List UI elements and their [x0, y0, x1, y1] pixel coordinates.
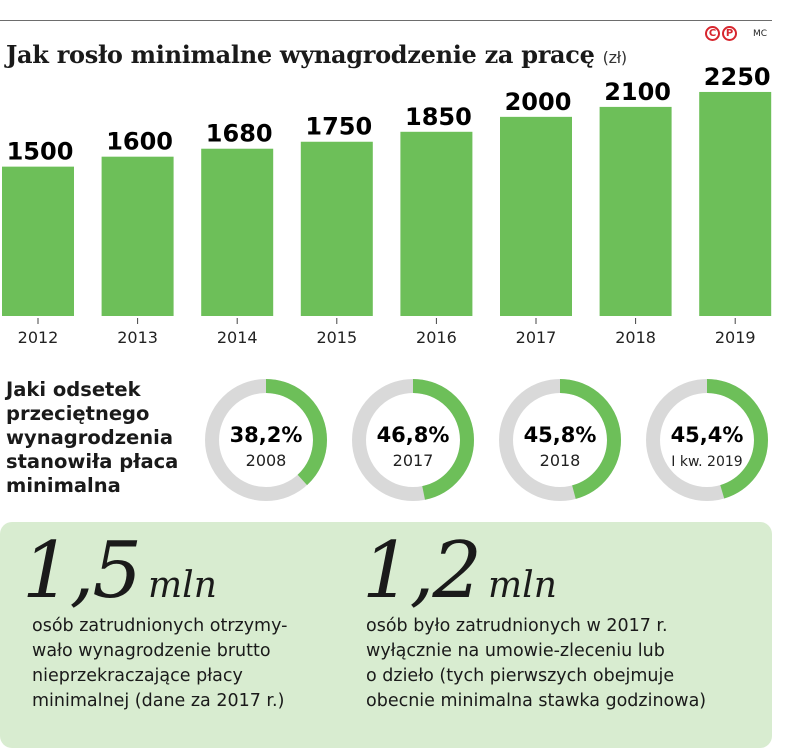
stat-description-line: osób zatrudnionych otrzymy- — [32, 616, 288, 636]
publisher-logos: C P MC — [705, 26, 767, 41]
author-initials: MC — [753, 28, 768, 39]
x-tick-label-2017: 2017 — [516, 328, 557, 347]
bar-2017 — [500, 116, 572, 316]
stat-description-line: wyłącznie na umowie-zleceniu lub — [366, 641, 665, 661]
donut-2: 46,8% 2017 — [352, 379, 474, 501]
stat-1-unit: mln — [148, 565, 217, 606]
stats-panel: 1,5 mln osób zatrudnionych otrzymy-wało w… — [0, 522, 772, 748]
bar-2018 — [599, 106, 672, 316]
top-rule — [0, 20, 772, 21]
bar-label-2012: 1500 — [7, 138, 74, 166]
bar-label-2013: 1600 — [106, 128, 173, 156]
donut-fill — [352, 379, 474, 501]
bar-label-2017: 2000 — [505, 88, 572, 116]
bar-label-2016: 1850 — [405, 103, 472, 131]
bar-2015 — [300, 141, 373, 316]
bar-2012 — [2, 166, 74, 316]
stat-2-unit: mln — [488, 565, 557, 606]
x-tick-label-2014: 2014 — [217, 328, 258, 347]
donut-1: 38,2% 2008 — [205, 379, 327, 501]
stat-2-big: 1,2 mln — [362, 526, 706, 616]
donut-value: 38,2% — [230, 423, 303, 447]
x-tick-label-2016: 2016 — [416, 328, 457, 347]
share-title-line: wynagrodzenia — [6, 426, 173, 449]
x-tick-label-2019: 2019 — [715, 328, 756, 347]
donut-4: 45,4% I kw. 2019 — [646, 379, 768, 501]
donut-year: 2017 — [393, 451, 434, 470]
stat-description-line: wało wynagrodzenie brutto — [32, 641, 271, 661]
x-tick-label-2012: 2012 — [18, 328, 59, 347]
share-title-line: minimalna — [6, 474, 121, 497]
donut-value: 45,8% — [524, 423, 597, 447]
donut-fill — [205, 379, 327, 501]
bar-label-2018: 2100 — [604, 78, 671, 106]
stat-description-line: minimalnej (dane za 2017 r.) — [32, 691, 285, 711]
title-text: Jak rosło minimalne wynagrodzenie za pra… — [6, 40, 595, 69]
donut-year: 2018 — [540, 451, 581, 470]
chart-title: Jak rosło minimalne wynagrodzenie za pra… — [6, 40, 627, 69]
donut-year: I kw. 2019 — [671, 454, 742, 470]
x-tick-label-2018: 2018 — [615, 328, 656, 347]
copyright-p-icon: P — [722, 26, 737, 41]
title-unit: (zł) — [602, 48, 628, 67]
donut-fill — [499, 379, 621, 501]
share-title-line: przeciętnego — [6, 402, 150, 425]
stat-2: 1,2 mln osób było zatrudnionych w 2017 r.… — [362, 522, 706, 714]
stat-description-line: osób było zatrudnionych w 2017 r. — [366, 616, 668, 636]
donut-value: 45,4% — [671, 423, 744, 447]
bar-2014 — [201, 148, 274, 316]
bar-2013 — [101, 156, 174, 316]
stat-1-big: 1,5 mln — [22, 526, 287, 616]
x-tick-label-2015: 2015 — [316, 328, 357, 347]
bar-label-2019: 2250 — [704, 63, 771, 91]
share-title: Jaki odsetek przeciętnego wynagrodzenia sta… — [6, 378, 178, 498]
bar-2019 — [699, 91, 772, 316]
bar-label-2015: 1750 — [305, 113, 372, 141]
share-title-line: stanowiła płaca — [6, 450, 179, 473]
donut-3: 45,8% 2018 — [499, 379, 621, 501]
donut-charts: 38,2% 2008 46,8% 2017 45,8% 2018 45,4% I kw. 20… — [205, 379, 768, 501]
x-tick-label-2013: 2013 — [117, 328, 158, 347]
stat-description-line: o dzieło (tych pierwszych obejmuje — [366, 666, 675, 686]
donut-year: 2008 — [246, 451, 287, 470]
bar-label-2014: 1680 — [206, 120, 273, 148]
stat-description-line: obecnie minimalna stawka godzinowa) — [366, 691, 707, 711]
stat-description-line: nieprzekraczające płacy — [32, 666, 243, 686]
copyright-c-icon: C — [705, 26, 720, 41]
bar-chart: 1500 2012 1600 2013 1680 2014 1750 2015 1850 2016… — [2, 63, 772, 347]
share-title-line: Jaki odsetek — [6, 378, 141, 401]
stat-1-description: osób zatrudnionych otrzymy-wało wynagrod… — [32, 614, 287, 714]
stat-2-number: 1,2 — [362, 526, 482, 616]
donut-fill — [646, 379, 768, 501]
stat-1: 1,5 mln osób zatrudnionych otrzymy-wało w… — [22, 522, 287, 714]
stat-2-description: osób było zatrudnionych w 2017 r. wyłączn… — [366, 614, 706, 714]
stat-1-number: 1,5 — [22, 526, 142, 616]
bar-2016 — [400, 131, 473, 316]
donut-value: 46,8% — [377, 423, 450, 447]
